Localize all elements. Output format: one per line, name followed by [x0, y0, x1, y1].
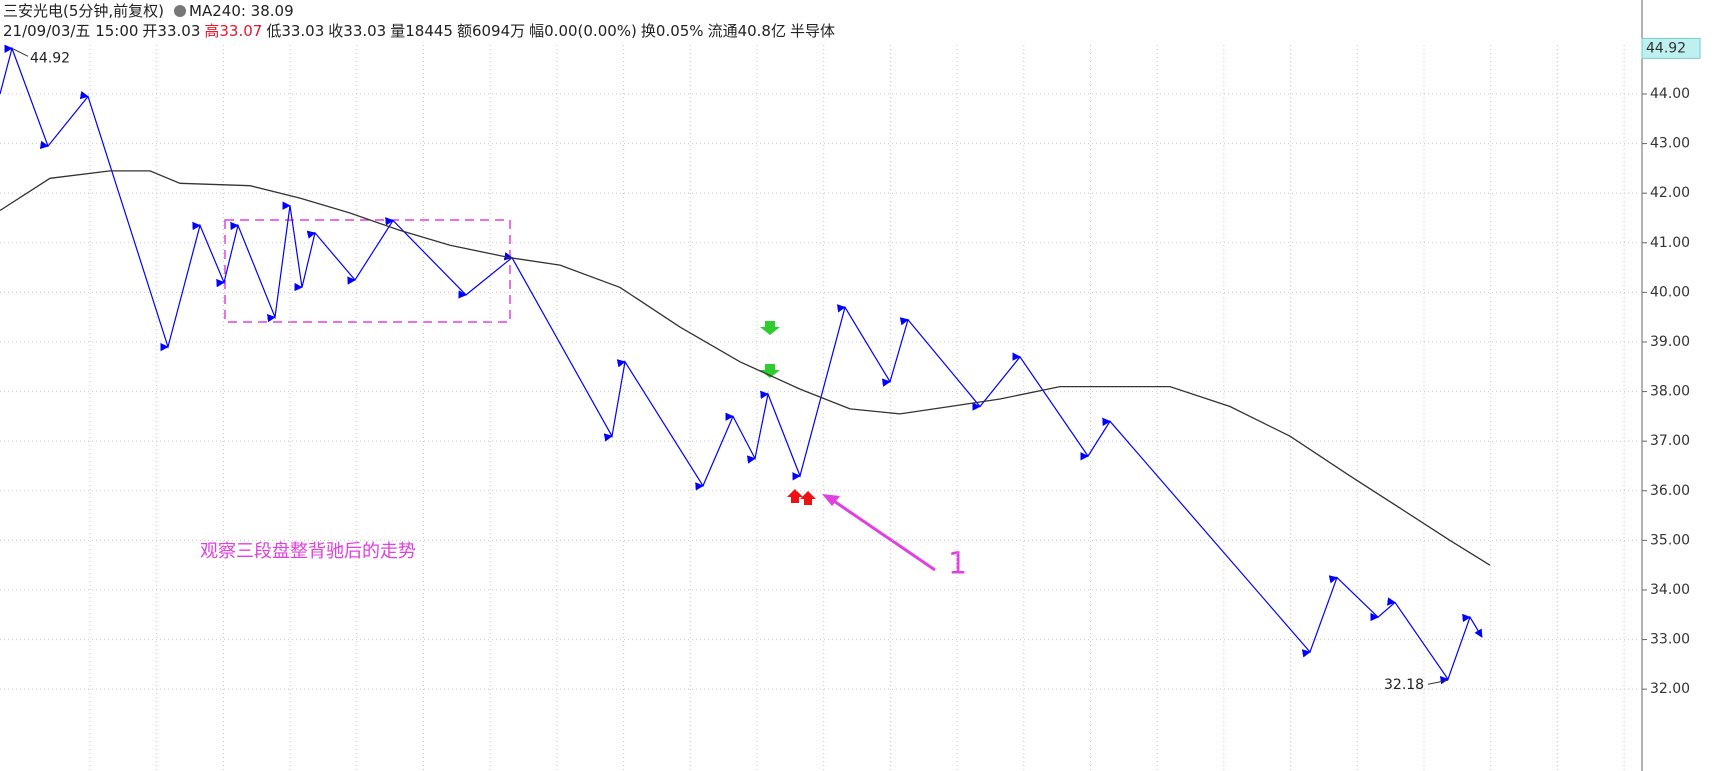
y-tick-label: 33.00 [1650, 632, 1690, 648]
y-tick-label: 36.00 [1650, 483, 1690, 499]
y-tick-label: 35.00 [1650, 532, 1690, 548]
y-tick-label: 41.00 [1650, 235, 1690, 251]
y-tick-label: 32.00 [1650, 681, 1690, 697]
info-item: 低33.03 [266, 22, 325, 40]
extreme-label: 44.92 [30, 50, 70, 66]
info-item: 幅0.00(0.00%) [529, 22, 637, 40]
consolidation-box [224, 219, 511, 323]
extreme-pointer [11, 47, 29, 57]
extreme-pointer [1427, 679, 1449, 685]
y-tick-label: 37.00 [1650, 433, 1690, 449]
y-tick-label: 44.00 [1650, 86, 1690, 102]
info-item: 流通40.8亿 [707, 22, 786, 40]
info-item: 开33.03 [142, 22, 201, 40]
zigzag-line [0, 44, 1483, 685]
y-tick-label: 40.00 [1650, 284, 1690, 300]
signal-arrows [760, 321, 816, 505]
info-item: 收33.03 [328, 22, 387, 40]
extreme-label: 32.18 [1384, 677, 1424, 693]
axis-highlight-label: 44.92 [1646, 40, 1686, 56]
info-line: 21/09/03/五 15:00 开33.03 高33.07 低33.03 收33.03… [3, 20, 839, 41]
info-item: 额6094万 [456, 22, 526, 40]
y-tick-label: 38.00 [1650, 384, 1690, 400]
info-item: 高33.07 [204, 22, 263, 40]
y-tick-label: 42.00 [1650, 185, 1690, 201]
ma-line [0, 170, 1491, 566]
annotation-arrow [827, 495, 936, 572]
info-item: 21/09/03/五 15:00 [3, 22, 139, 40]
info-item: 换0.05% [640, 22, 704, 40]
annotation: 观察三段盘整背驰后的走势 [200, 541, 416, 562]
y-tick-label: 39.00 [1650, 334, 1690, 350]
ma-label: MA240: 38.09 [189, 2, 294, 20]
header: 三安光电(5分钟,前复权) MA240: 38.09 [3, 0, 298, 21]
info-item: 半导体 [789, 22, 835, 40]
axis-highlight-box [1641, 37, 1701, 59]
y-tick-label: 34.00 [1650, 582, 1690, 598]
y-tick-label: 43.00 [1650, 136, 1690, 152]
info-item: 量18445 [390, 22, 453, 40]
stock-title: 三安光电(5分钟,前复权) [3, 2, 165, 20]
annotation-number: 1 [948, 547, 967, 582]
